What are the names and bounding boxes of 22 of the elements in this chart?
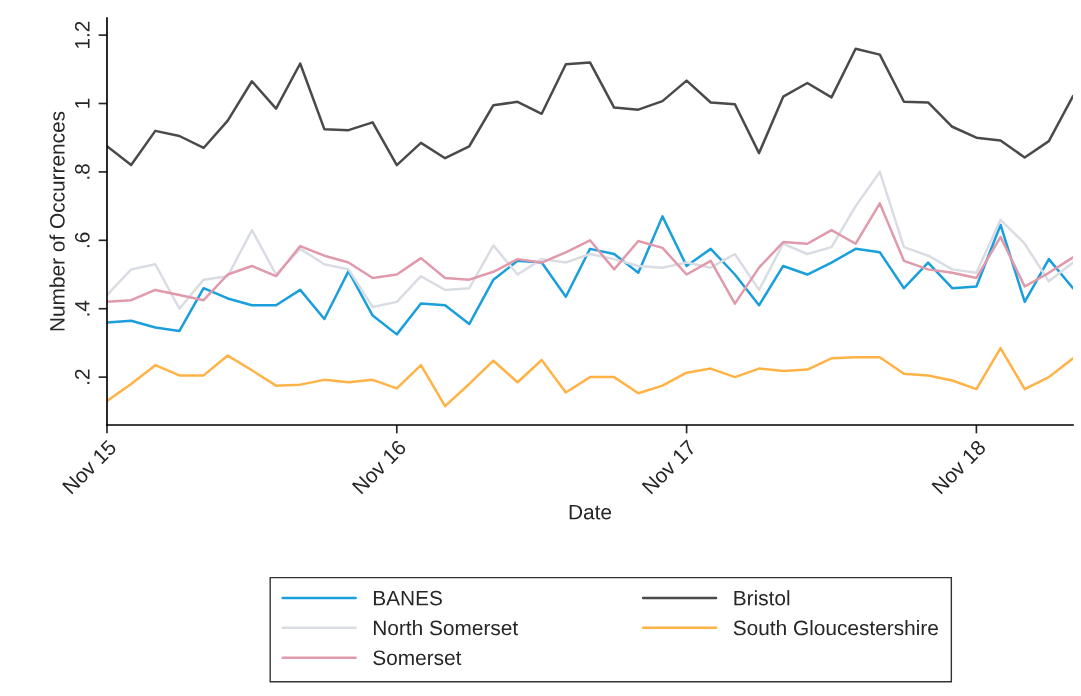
line-series (107, 202, 1073, 305)
legend-label: North Somerset (373, 619, 518, 636)
legend-label: BANES (373, 590, 442, 606)
line-series (107, 47, 1073, 167)
legend-label: South Gloucestershire (733, 619, 938, 636)
x-tick-label: Nov 16 (351, 439, 407, 495)
line-series (107, 215, 1073, 336)
y-tick-label: 1 (75, 98, 90, 108)
line-series (107, 346, 1073, 408)
y-axis-title: Number of Occurrences (49, 111, 65, 331)
x-axis-title: Date (569, 504, 612, 520)
legend-label: Somerset (373, 650, 462, 666)
legend-label: Bristol (734, 590, 790, 606)
y-tick-label: .6 (74, 232, 90, 248)
y-tick-label: .2 (74, 369, 90, 384)
line-series (107, 170, 1073, 310)
x-tick-label: Nov 17 (641, 439, 697, 495)
x-tick-label: Nov 15 (62, 439, 118, 495)
y-tick-label: 1.2 (74, 21, 90, 48)
y-tick-label: .8 (74, 164, 90, 179)
x-tick-label: Nov 18 (931, 439, 987, 495)
y-tick-label: .4 (75, 300, 90, 316)
